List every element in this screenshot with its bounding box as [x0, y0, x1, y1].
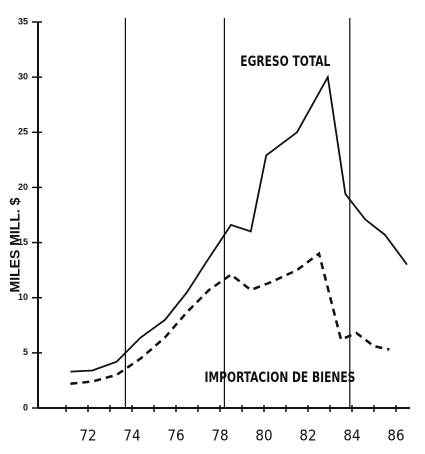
annotation: IMPORTACION DE BIENES — [205, 370, 356, 386]
x-tick-label: 80 — [255, 427, 272, 445]
y-tick-label: 20 — [18, 182, 28, 192]
x-tick-label: 84 — [343, 427, 360, 445]
y-tick-label: 25 — [18, 127, 28, 137]
x-tick-label: 76 — [167, 427, 184, 445]
y-tick-label: 5 — [23, 347, 28, 357]
annotation: EGRESO TOTAL — [240, 54, 331, 70]
x-tick-label: 74 — [123, 427, 140, 445]
y-tick-label: 30 — [18, 72, 28, 82]
y-tick-label: 15 — [18, 237, 28, 247]
y-tick-label: 35 — [18, 16, 28, 26]
y-tick-label: 0 — [23, 402, 28, 412]
y-axis-label: MILES MILL. $ — [7, 197, 23, 292]
x-tick-label: 78 — [211, 427, 228, 445]
y-tick-label: 10 — [18, 292, 28, 302]
x-tick-label: 72 — [79, 427, 96, 445]
x-tick-label: 82 — [299, 427, 316, 445]
data-line — [70, 74, 408, 373]
x-tick-label: 86 — [387, 427, 404, 445]
data-line — [70, 251, 390, 385]
